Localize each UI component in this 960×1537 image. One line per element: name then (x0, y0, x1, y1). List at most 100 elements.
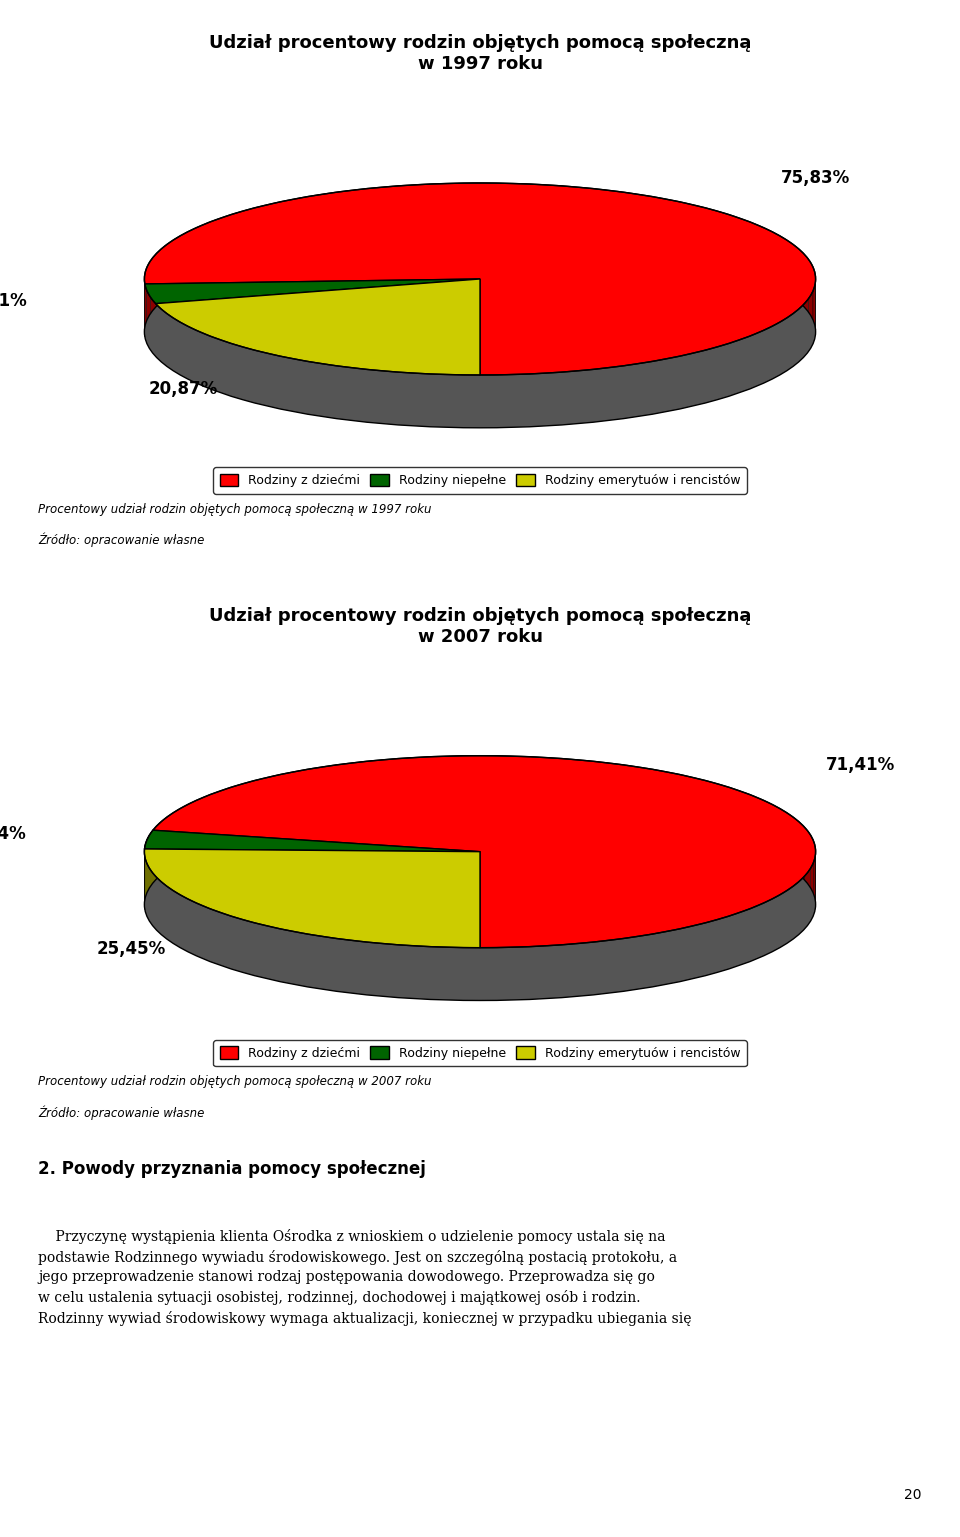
Text: Udział procentowy rodzin objętych pomocą społeczną
w 2007 roku: Udział procentowy rodzin objętych pomocą… (209, 607, 751, 646)
Polygon shape (764, 801, 778, 859)
Text: Źródło: opracowanie własne: Źródło: opracowanie własne (38, 1105, 204, 1120)
Polygon shape (721, 212, 739, 271)
Polygon shape (450, 183, 477, 237)
Text: 25,45%: 25,45% (96, 939, 166, 958)
Polygon shape (176, 232, 187, 292)
Polygon shape (190, 798, 204, 856)
Polygon shape (204, 792, 220, 850)
Polygon shape (423, 183, 450, 237)
Polygon shape (634, 194, 658, 251)
Polygon shape (635, 767, 658, 822)
Polygon shape (813, 267, 815, 327)
Polygon shape (220, 785, 236, 844)
Polygon shape (179, 804, 190, 862)
Polygon shape (145, 848, 480, 904)
Polygon shape (218, 214, 236, 272)
Polygon shape (236, 781, 254, 839)
Polygon shape (437, 756, 463, 810)
Polygon shape (168, 810, 179, 868)
Polygon shape (156, 280, 480, 375)
Polygon shape (701, 207, 721, 264)
Text: 71,41%: 71,41% (826, 756, 896, 775)
Polygon shape (254, 776, 274, 833)
Polygon shape (165, 238, 176, 298)
Text: Źródło: opracowanie własne: Źródło: opracowanie własne (38, 533, 204, 547)
Polygon shape (814, 842, 815, 902)
Text: 75,83%: 75,83% (780, 169, 850, 188)
Polygon shape (339, 762, 363, 818)
Polygon shape (610, 191, 634, 246)
Polygon shape (463, 756, 488, 808)
Polygon shape (145, 830, 480, 851)
Polygon shape (372, 186, 397, 241)
Polygon shape (505, 183, 532, 237)
Polygon shape (151, 254, 156, 314)
Legend: Rodziny z dziećmi, Rodziny niepełne, Rodziny emerytuów i rencistów: Rodziny z dziećmi, Rodziny niepełne, Rod… (213, 467, 747, 493)
Polygon shape (658, 198, 680, 255)
Polygon shape (808, 260, 813, 320)
Text: 20,87%: 20,87% (149, 380, 218, 398)
Polygon shape (734, 788, 751, 847)
Polygon shape (145, 848, 480, 904)
Text: 20: 20 (904, 1488, 922, 1502)
Polygon shape (317, 764, 339, 821)
Polygon shape (156, 246, 165, 306)
Polygon shape (612, 764, 635, 819)
Text: 3,31%: 3,31% (0, 292, 28, 309)
Polygon shape (679, 775, 698, 832)
Ellipse shape (144, 808, 816, 1001)
Polygon shape (147, 261, 151, 321)
Polygon shape (159, 816, 168, 876)
Polygon shape (153, 830, 480, 904)
Polygon shape (477, 183, 505, 237)
Polygon shape (145, 280, 480, 304)
Polygon shape (153, 756, 816, 948)
Polygon shape (658, 770, 679, 827)
Polygon shape (788, 813, 798, 873)
Polygon shape (153, 824, 159, 884)
Polygon shape (412, 756, 437, 810)
Polygon shape (514, 756, 539, 810)
Polygon shape (236, 207, 255, 266)
Legend: Rodziny z dziećmi, Rodziny niepełne, Rodziny emerytuów i rencistów: Rodziny z dziećmi, Rodziny niepełne, Rod… (213, 1041, 747, 1067)
Polygon shape (322, 191, 346, 247)
Polygon shape (145, 269, 147, 329)
Polygon shape (698, 779, 717, 836)
Polygon shape (564, 759, 588, 813)
Text: 3,14%: 3,14% (0, 825, 26, 844)
Polygon shape (793, 244, 802, 304)
Polygon shape (387, 758, 412, 812)
Polygon shape (804, 827, 810, 887)
Text: 2. Powody przyznania pomocy społecznej: 2. Powody przyznania pomocy społecznej (38, 1160, 426, 1179)
Polygon shape (144, 183, 816, 375)
Polygon shape (802, 252, 808, 312)
Polygon shape (255, 203, 276, 261)
Polygon shape (295, 768, 317, 824)
Polygon shape (274, 772, 295, 828)
Polygon shape (558, 186, 584, 240)
Polygon shape (346, 188, 372, 244)
Polygon shape (144, 848, 480, 948)
Polygon shape (680, 201, 701, 260)
Polygon shape (810, 835, 814, 895)
Polygon shape (770, 231, 782, 290)
Polygon shape (782, 237, 793, 297)
Polygon shape (488, 756, 514, 808)
Polygon shape (539, 758, 564, 812)
Polygon shape (397, 184, 423, 238)
Polygon shape (584, 188, 610, 243)
Polygon shape (751, 795, 764, 853)
Polygon shape (756, 224, 770, 283)
Text: Udział procentowy rodzin objętych pomocą społeczną
w 1997 roku: Udział procentowy rodzin objętych pomocą… (209, 34, 751, 72)
Polygon shape (363, 759, 387, 815)
Text: Procentowy udział rodzin objętych pomocą społeczną w 1997 roku: Procentowy udział rodzin objętych pomocą… (38, 503, 432, 516)
Polygon shape (739, 218, 756, 277)
Polygon shape (588, 761, 612, 816)
Polygon shape (778, 807, 788, 867)
Text: Procentowy udział rodzin objętych pomocą społeczną w 2007 roku: Procentowy udział rodzin objętych pomocą… (38, 1076, 432, 1088)
Polygon shape (299, 194, 322, 251)
Polygon shape (717, 784, 734, 842)
Polygon shape (532, 184, 558, 238)
Polygon shape (187, 226, 202, 284)
Polygon shape (798, 821, 804, 881)
